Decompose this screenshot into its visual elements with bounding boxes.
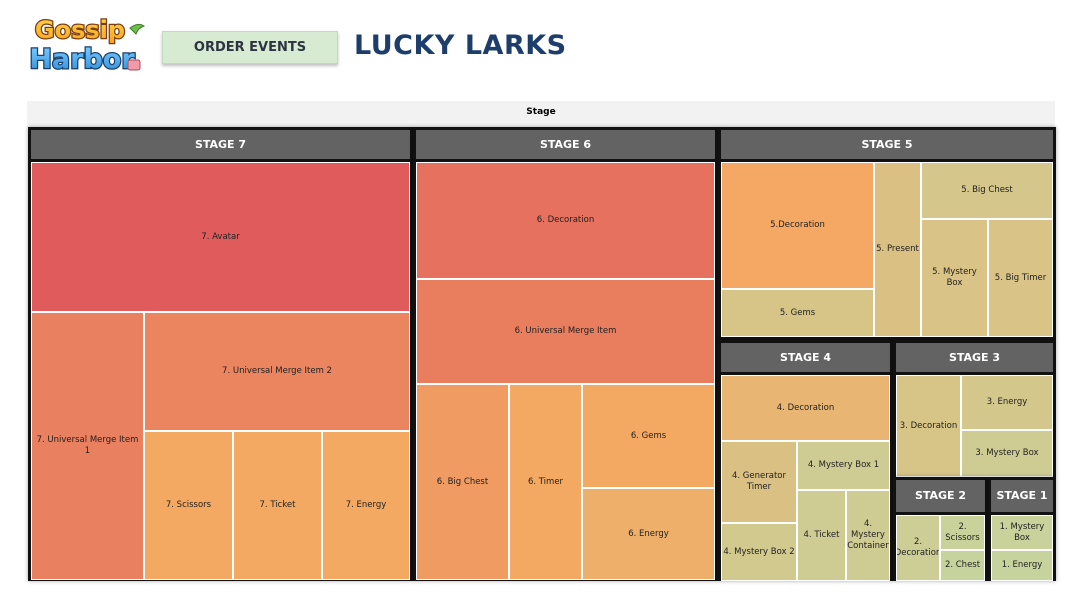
treemap-cell-label: 3. Mystery Box [975,448,1039,458]
treemap-cell-label: 1. Energy [1001,560,1043,570]
treemap-cell-6-timer[interactable]: 6. Timer [509,384,582,580]
stage-frame-stage-5: STAGE 5 5.Decoration 5. Gems 5. Present 5. B… [718,127,1056,340]
treemap-cell-label: 7. Energy [345,500,387,510]
treemap-cell-6-gems[interactable]: 6. Gems [582,384,715,488]
treemap-cell-label: 3. Energy [986,397,1028,407]
treemap-cell-7-universal-merge-item-1[interactable]: 7. Universal Merge Item 1 [31,312,144,580]
treemap-cell-label: 5. Mystery Box [932,267,977,288]
treemap-cell-4-mystery-container[interactable]: 4. Mystery Container [846,490,890,581]
treemap-cell-3-decoration[interactable]: 3. Decoration [896,375,961,477]
treemap-cell-1-mystery-box[interactable]: 1. Mystery Box [991,515,1053,550]
treemap-cell-label: 6. Energy [628,528,669,539]
treemap-cell-6-universal-merge-item[interactable]: 6. Universal Merge Item [416,279,715,384]
treemap-cell-label: 4. Decoration [776,402,835,413]
stage-content-stage-2: 2. Decoration 2. Scissors 2. Chest [896,515,985,581]
chart-title: Stage [526,107,556,117]
stage-header-stage-3: STAGE 3 [896,343,1053,372]
treemap-cell-label: 2. Chest [944,560,981,570]
treemap-cell-7-energy[interactable]: 7. Energy [322,431,410,580]
treemap-cell-label: 7. Universal Merge Item 1 [36,435,139,456]
stage-content-stage-6: 6. Decoration 6. Universal Merge Item 6. B… [416,162,715,580]
treemap-cell-label: 4. Mystery Box 2 [723,546,795,557]
stage-frame-stage-1: STAGE 1 1. Mystery Box 1. Energy [988,477,1056,581]
treemap-cell-3-mystery-box[interactable]: 3. Mystery Box [961,430,1053,477]
treemap-cell-label: 7. Scissors [165,500,212,510]
stage-header-stage-6: STAGE 6 [416,130,715,159]
treemap-cell-2-chest[interactable]: 2. Chest [940,550,985,581]
treemap-cell-label: 4. Mystery Container [847,519,889,551]
stage-content-stage-3: 3. Decoration 3. Energy 3. Mystery Box [896,375,1053,477]
treemap-cell-label: 7. Avatar [201,231,240,242]
stage-frame-stage-6: STAGE 6 6. Decoration 6. Universal Merge I… [413,127,718,581]
treemap-cell-5-big-timer[interactable]: 5. Big Timer [988,219,1053,337]
treemap-cell-1-energy[interactable]: 1. Energy [991,550,1053,581]
treemap-cell-4-ticket[interactable]: 4. Ticket [797,490,846,581]
treemap-cell-label: 4. Ticket [803,530,840,540]
treemap-cell-label: 6. Gems [630,430,667,441]
treemap-cell-5-present[interactable]: 5. Present [874,162,921,337]
stage-frame-stage-2: STAGE 2 2. Decoration 2. Scissors 2. Chest [893,477,988,581]
treemap-cell-7-universal-merge-item-2[interactable]: 7. Universal Merge Item 2 [144,312,410,431]
treemap-cell-label: 6. Universal Merge Item [514,326,617,336]
treemap-cell-5-gems[interactable]: 5. Gems [721,289,874,337]
treemap-cell-label: 4. Mystery Box 1 [807,460,880,470]
stage-content-stage-1: 1. Mystery Box 1. Energy [991,515,1053,581]
logo-graphic: Gossip Harbor [28,15,146,76]
treemap-cell-label: 7. Ticket [259,500,296,510]
treemap-cell-label: 6. Big Chest [436,476,489,487]
stage-frame-stage-4: STAGE 4 4. Decoration 4. Generator Timer 4.… [718,340,893,581]
treemap-cell-label: 6. Timer [527,476,564,487]
treemap-cell-4-generator-timer[interactable]: 4. Generator Timer [721,441,797,523]
stage-content-stage-5: 5.Decoration 5. Gems 5. Present 5. Big Ches… [721,162,1053,337]
page-title: LUCKY LARKS [354,30,567,61]
treemap-cell-6-big-chest[interactable]: 6. Big Chest [416,384,509,580]
treemap-cell-6-energy[interactable]: 6. Energy [582,488,715,580]
treemap-cell-5-mystery-box[interactable]: 5. Mystery Box [921,219,988,337]
stage-header-stage-7: STAGE 7 [31,130,410,159]
treemap-cell-7-scissors[interactable]: 7. Scissors [144,431,233,580]
treemap-cell-7-ticket[interactable]: 7. Ticket [233,431,322,580]
treemap-cell-4-mystery-box-1[interactable]: 4. Mystery Box 1 [797,441,890,490]
treemap-cell-3-energy[interactable]: 3. Energy [961,375,1053,430]
order-events-button[interactable]: ORDER EVENTS [162,31,338,64]
treemap-cell-5-big-chest[interactable]: 5. Big Chest [921,162,1053,219]
stage-header-stage-4: STAGE 4 [721,343,890,372]
treemap-cell-label: 5. Big Chest [961,185,1013,195]
chart-title-band [27,101,1055,128]
treemap-cell-2-scissors[interactable]: 2. Scissors [940,515,985,550]
treemap-cell-label: 5. Present [876,244,919,254]
stage-header-stage-1: STAGE 1 [991,480,1053,512]
stage-content-stage-7: 7. Avatar 7. Universal Merge Item 1 7. Uni… [31,162,410,580]
treemap-cell-label: 5. Big Timer [994,272,1047,283]
treemap-cell-label: 3. Decoration [899,420,958,431]
stage-frame-stage-3: STAGE 3 3. Decoration 3. Energy 3. Mystery … [893,340,1056,477]
treemap-cell-2-decoration[interactable]: 2. Decoration [896,515,940,581]
treemap-cell-label: 2. Decoration [896,537,940,558]
treemap-cell-7-avatar[interactable]: 7. Avatar [31,162,410,312]
stage-header-stage-5: STAGE 5 [721,130,1053,159]
treemap-cell-4-decoration[interactable]: 4. Decoration [721,375,890,441]
treemap-cell-label: 2. Scissors [945,521,980,543]
treemap-cell-label: 6. Decoration [536,215,595,225]
stage-header-stage-2: STAGE 2 [896,480,985,512]
treemap-cell-6-decoration[interactable]: 6. Decoration [416,162,715,279]
treemap-cell-5-decoration[interactable]: 5.Decoration [721,162,874,289]
stage-frame-stage-7: STAGE 7 7. Avatar 7. Universal Merge Item … [28,127,413,581]
logo-text-top: Gossip [35,16,125,44]
treemap-cell-4-mystery-box-2[interactable]: 4. Mystery Box 2 [721,523,797,581]
treemap-cell-label: 7. Universal Merge Item 2 [222,366,332,376]
treemap-cell-label: 5. Gems [779,307,816,318]
stage-content-stage-4: 4. Decoration 4. Generator Timer 4. Myster… [721,375,890,581]
gossip-harbor-logo: Gossip Harbor [22,8,146,82]
logo-text-bottom: Harbor [29,44,135,75]
treemap-cell-label: 4. Generator Timer [732,471,786,492]
treemap-cell-label: 5.Decoration [770,220,825,230]
treemap-cell-label: 1. Mystery Box [999,521,1045,543]
